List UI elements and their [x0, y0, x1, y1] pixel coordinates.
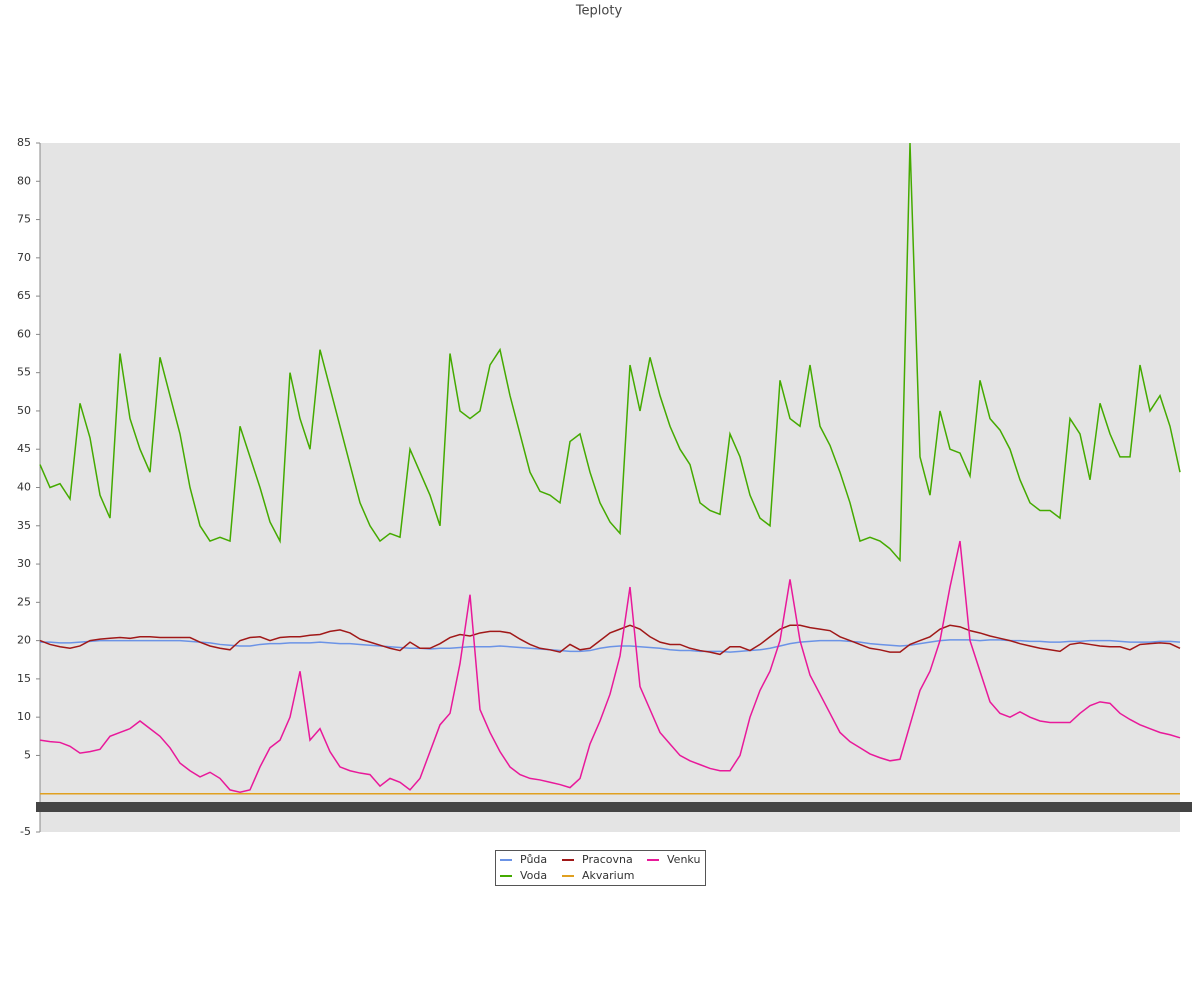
y-tick-label: 30 [17, 557, 31, 570]
y-tick-label: 15 [17, 672, 31, 685]
y-tick-label: 35 [17, 519, 31, 532]
y-tick-label: 5 [24, 748, 31, 761]
y-tick-label: 75 [17, 213, 31, 226]
legend-label: Pracovna [582, 853, 633, 866]
y-tick-label: 40 [17, 481, 31, 494]
legend-label: Venku [667, 853, 700, 866]
series-line [39, 142, 1181, 563]
x-axis-labels-overlap [36, 802, 1192, 812]
y-tick-label: 65 [17, 289, 31, 302]
y-tick-label: 85 [17, 136, 31, 149]
chart-title: Teploty [575, 4, 623, 19]
y-tick-label: 25 [17, 595, 31, 608]
series-line [40, 639, 1181, 653]
legend-label: Akvarium [582, 869, 634, 882]
y-tick-label: 80 [17, 174, 31, 187]
y-tick-label: 60 [17, 327, 31, 340]
plot-area [40, 143, 1180, 832]
legend-label: Voda [520, 869, 547, 882]
y-tick-label: 20 [17, 634, 31, 647]
y-tick-label: 45 [17, 442, 31, 455]
y-tick-label: 10 [17, 710, 31, 723]
y-tick-label: 50 [17, 404, 31, 417]
y-tick-label: -5 [20, 825, 31, 838]
y-tick-label: 55 [17, 366, 31, 379]
y-tick-label: 70 [17, 251, 31, 264]
legend-label: Půda [520, 853, 547, 866]
series-line [39, 540, 1181, 793]
legend [495, 850, 706, 886]
series-line [39, 624, 1181, 656]
